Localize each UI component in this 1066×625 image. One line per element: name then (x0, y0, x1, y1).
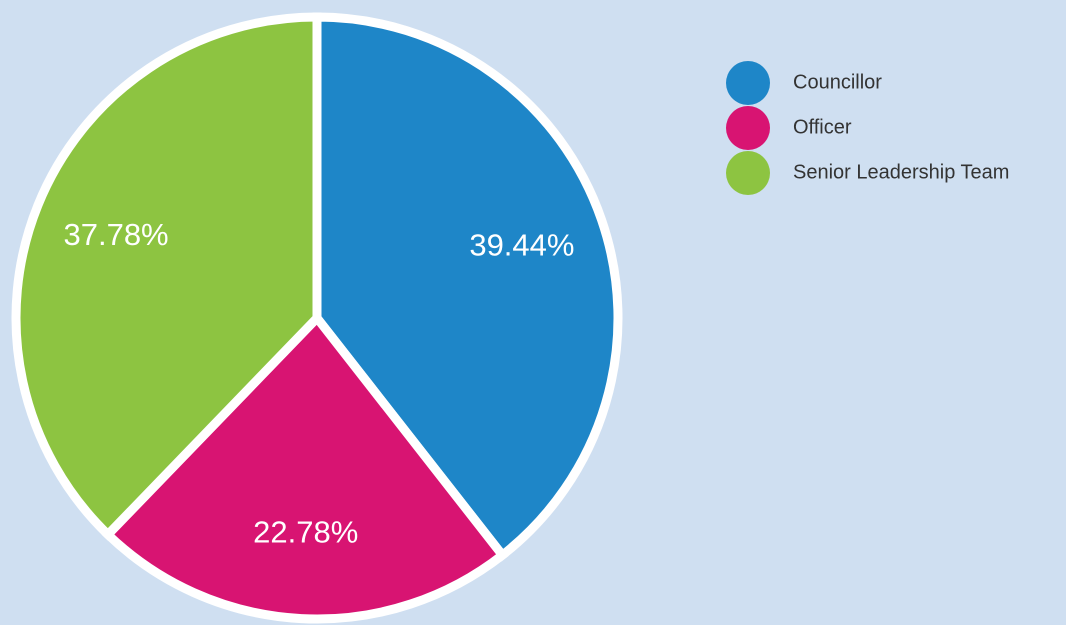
legend-swatch (726, 106, 770, 150)
legend-swatch (726, 61, 770, 105)
legend-label: Senior Leadership Team (793, 161, 1009, 183)
legend-label: Officer (793, 116, 852, 138)
legend-swatch (726, 151, 770, 195)
legend-label: Councillor (793, 71, 882, 93)
pie-slice (101, 311, 509, 624)
slice-label: 22.78% (253, 515, 358, 550)
pie-slice (312, 12, 623, 562)
pie-slice (11, 12, 322, 541)
slice-label: 39.44% (469, 228, 574, 263)
slice-label: 37.78% (63, 217, 168, 252)
